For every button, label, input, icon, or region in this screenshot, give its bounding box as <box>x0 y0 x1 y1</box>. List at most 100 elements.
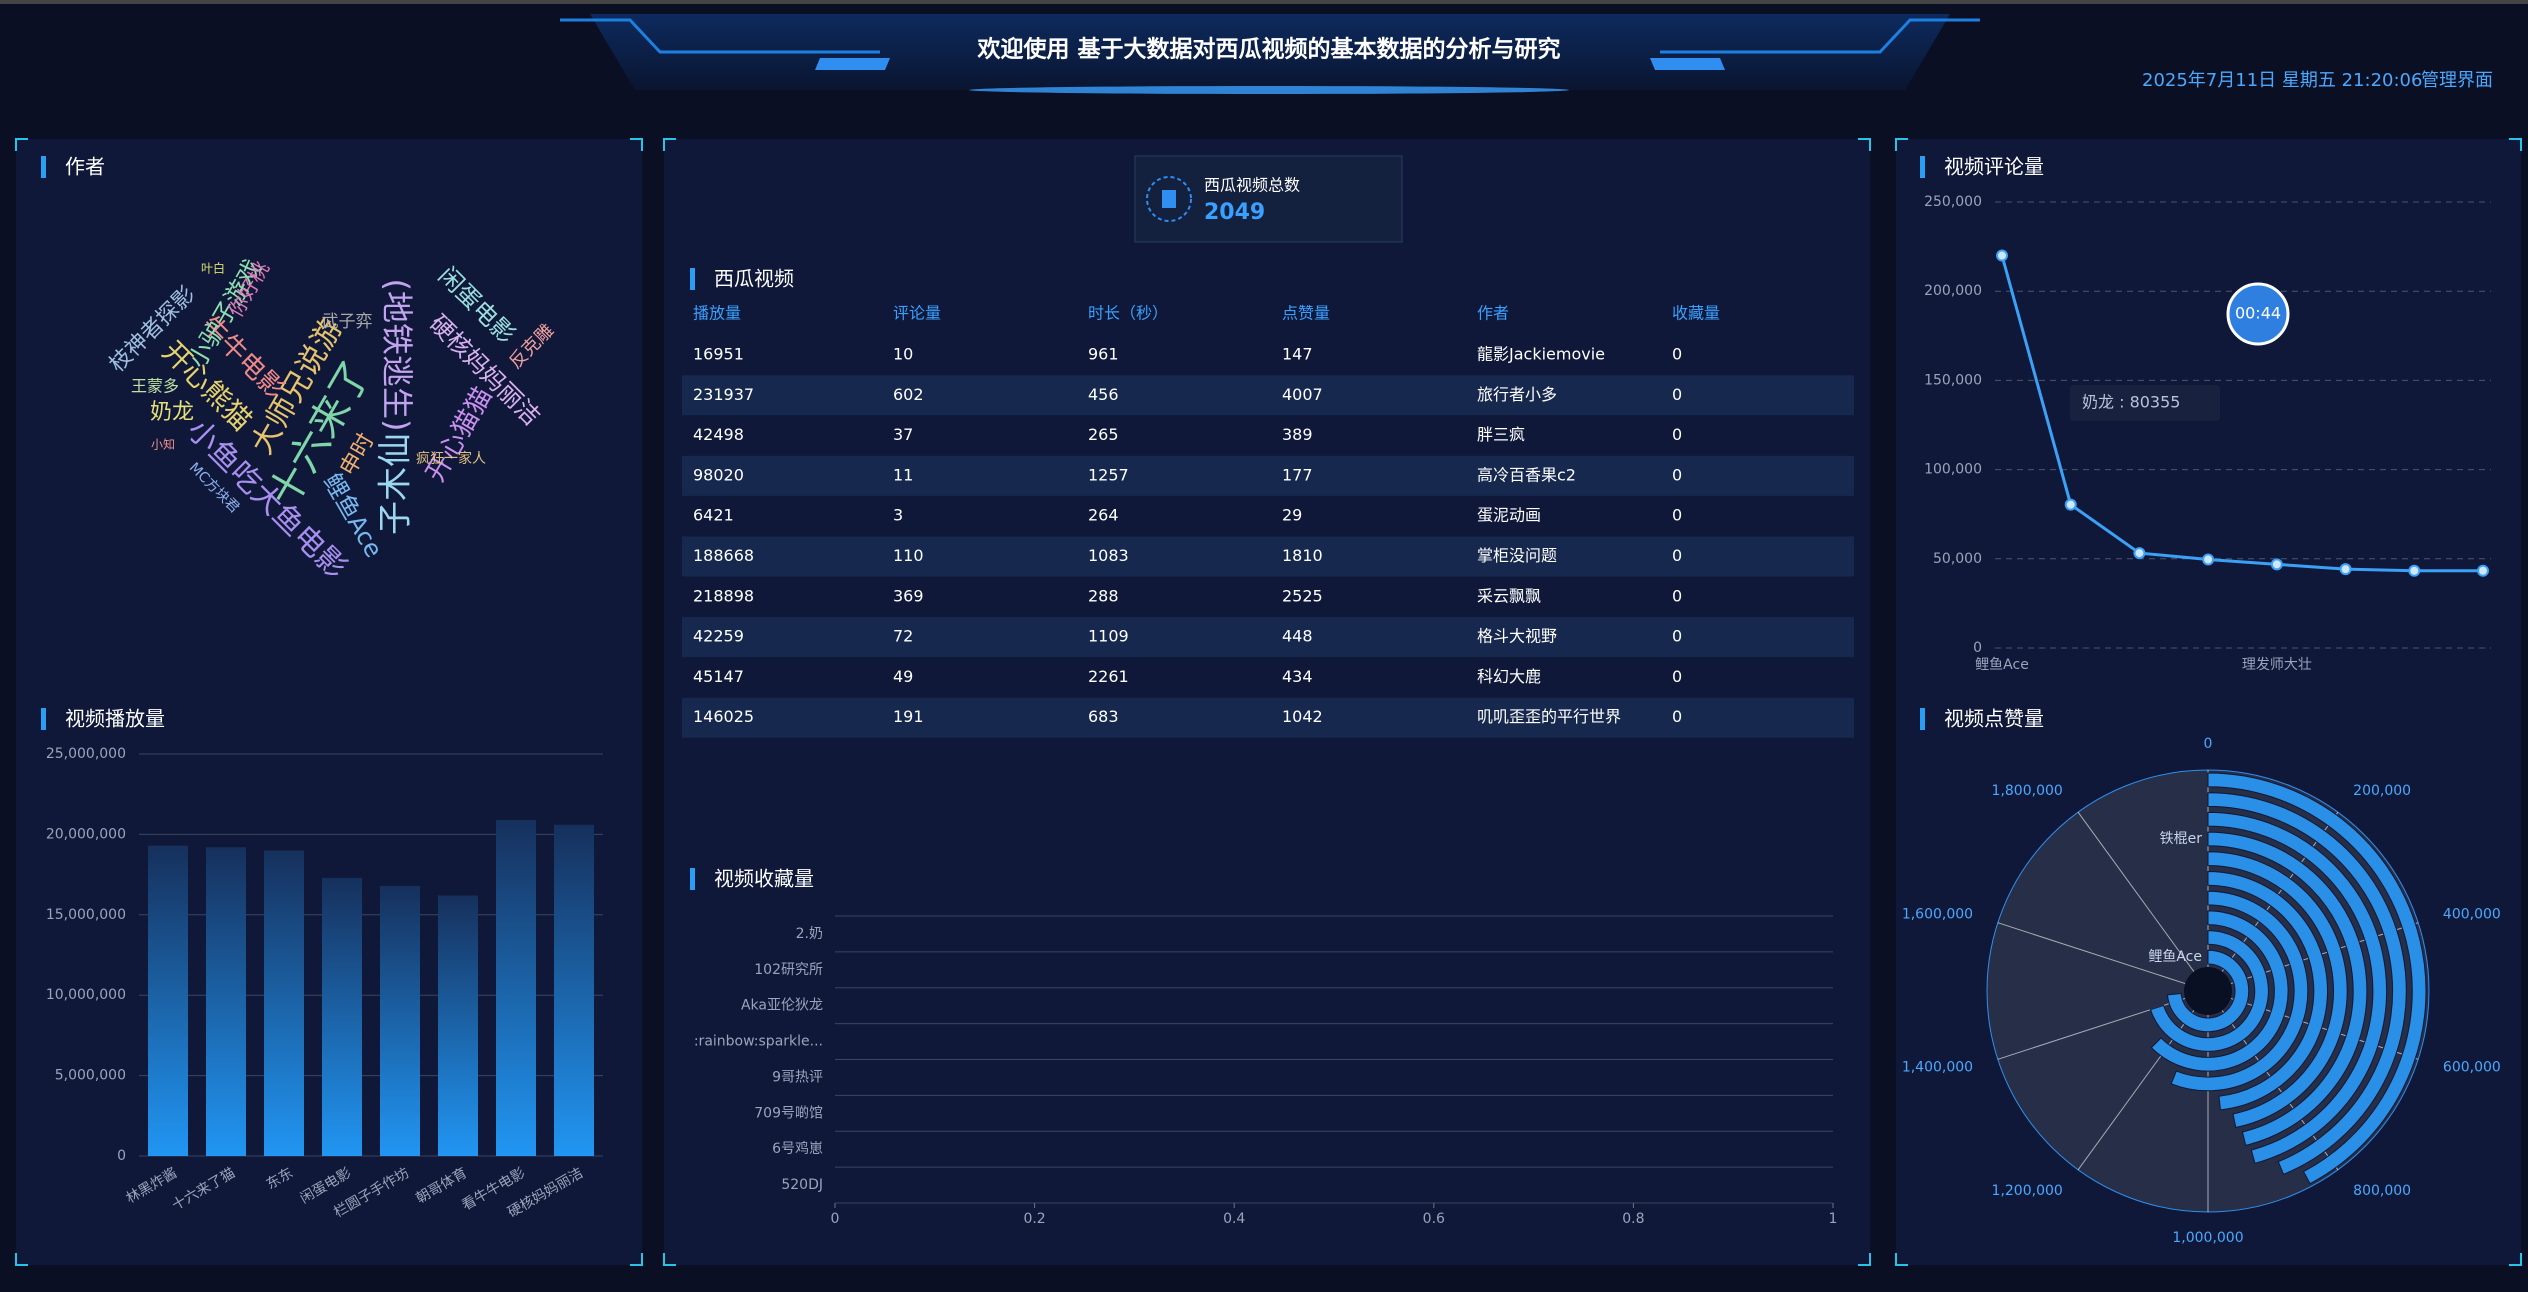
table-cell: 1042 <box>1282 707 1323 726</box>
panel-title: 作者 <box>65 155 105 179</box>
x-tick-label: 理发师大壮 <box>2242 657 2312 673</box>
table-cell: 0 <box>1672 506 1682 525</box>
table-header: 收藏量 <box>1672 304 1720 323</box>
cloud-word: 王蒙多 <box>131 377 179 396</box>
bar <box>264 850 304 1156</box>
header-deco <box>1650 58 1725 70</box>
table-cell: 177 <box>1282 465 1313 484</box>
table-cell: 264 <box>1088 506 1119 525</box>
table-cell: 29 <box>1282 506 1302 525</box>
angle-tick-label: 200,000 <box>2353 783 2411 799</box>
timer-badge <box>2226 282 2290 346</box>
table-header: 播放量 <box>693 304 741 323</box>
x-tick-label: 1 <box>1829 1211 1838 1227</box>
table-cell: 218898 <box>693 586 754 605</box>
point <box>2064 498 2077 511</box>
polar-bar <box>2207 772 2427 1185</box>
y-tick-label: 100,000 <box>1924 462 1982 478</box>
table-cell: 1109 <box>1088 627 1129 646</box>
y-tick-label: 9哥热评 <box>772 1069 823 1085</box>
table-cell: 龍影Jackiemovie <box>1477 345 1605 364</box>
card-label: 西瓜视频总数 <box>1204 176 1300 195</box>
table-header: 作者 <box>1477 304 1509 323</box>
table-cell: 602 <box>893 385 924 404</box>
polar-bar <box>2149 930 2269 1052</box>
table-cell: 10 <box>893 345 913 364</box>
bar <box>380 885 420 1156</box>
y-tick-label: 250,000 <box>1924 194 1982 210</box>
tooltip-box <box>2070 385 2220 421</box>
y-tick-label: 5,000,000 <box>55 1068 126 1084</box>
table-cell: 4007 <box>1282 385 1323 404</box>
table-cell: 434 <box>1282 667 1313 686</box>
table-cell: 11 <box>893 465 913 484</box>
table-row-bg <box>682 455 1854 496</box>
cloud-word: 叶白 <box>201 261 225 276</box>
bar <box>206 847 246 1156</box>
table-cell: 0 <box>1672 465 1682 484</box>
y-tick-label: 150,000 <box>1924 372 1982 388</box>
table-cell: 369 <box>893 586 924 605</box>
table-cell: 146025 <box>693 707 754 726</box>
y-tick-label: 520DJ <box>781 1177 823 1193</box>
table-cell: 147 <box>1282 345 1313 364</box>
table-cell: 0 <box>1672 385 1682 404</box>
header-deco <box>815 58 890 70</box>
point <box>2339 563 2352 576</box>
table-cell: 49 <box>893 667 913 686</box>
polar-bar <box>2207 831 2368 1146</box>
radius-label: 铁棍er <box>2160 831 2203 847</box>
angle-tick-label: 1,800,000 <box>1992 783 2063 799</box>
polar-bar <box>2207 811 2388 1164</box>
card-value: 2049 <box>1204 200 1265 225</box>
datetime: 2025年7月11日 星期五 21:20:06 <box>2142 70 2422 91</box>
y-tick-label: 10,000,000 <box>46 987 126 1003</box>
header-plate <box>590 14 1950 90</box>
table-cell: 1257 <box>1088 465 1129 484</box>
table-cell: 16951 <box>693 345 744 364</box>
total-card <box>1134 155 1403 243</box>
polar-bar <box>2150 910 2289 1072</box>
polar-bar <box>2207 851 2348 1128</box>
x-tick-label: 0.6 <box>1423 1211 1445 1227</box>
table-cell: 1810 <box>1282 546 1323 565</box>
table-cell: 叽叽歪歪的平行世界 <box>1477 707 1621 726</box>
table-cell: 旅行者小多 <box>1477 385 1557 404</box>
table-cell: 3 <box>893 506 903 525</box>
top-edge <box>0 0 2528 4</box>
x-tick-label: 0.8 <box>1622 1211 1644 1227</box>
cloud-word: 小知 <box>151 438 175 452</box>
bar <box>496 819 536 1156</box>
admin-link[interactable]: 管理界面 <box>2421 70 2493 91</box>
table-cell: 45147 <box>693 667 744 686</box>
y-tick-label: 0 <box>1973 640 1982 656</box>
split-line <box>1997 922 2186 985</box>
table-cell: 231937 <box>693 385 754 404</box>
header-line <box>1660 18 1980 54</box>
table-cell: 110 <box>893 546 924 565</box>
angle-tick-label: 600,000 <box>2443 1059 2501 1075</box>
table-cell: 科幻大鹿 <box>1477 667 1541 686</box>
angle-tick-label: 400,000 <box>2443 907 2501 923</box>
table-cell: 蛋泥动画 <box>1477 506 1541 525</box>
y-tick-label: :rainbow:sparkle... <box>694 1034 823 1050</box>
x-tick-label: 0.2 <box>1023 1211 1045 1227</box>
table-cell: 448 <box>1282 627 1313 646</box>
table-row-bg <box>682 536 1854 577</box>
y-tick-label: 15,000,000 <box>46 907 126 923</box>
table-cell: 42259 <box>693 627 744 646</box>
x-tick-label: 0 <box>831 1211 840 1227</box>
point <box>2202 553 2215 566</box>
polar-hole <box>2184 967 2232 1015</box>
page-title: 欢迎使用 基于大数据对西瓜视频的基本数据的分析与研究 <box>976 36 1560 63</box>
panel-title: 西瓜视频 <box>714 267 794 291</box>
point <box>2408 564 2421 577</box>
y-tick-label: 200,000 <box>1924 283 1982 299</box>
cloud-word: 子木仙 <box>376 433 416 535</box>
bar <box>322 877 362 1156</box>
table-cell: 0 <box>1672 546 1682 565</box>
table-cell: 2261 <box>1088 667 1129 686</box>
y-tick-label: 709号啲馆 <box>754 1104 823 1121</box>
table-cell: 高冷百香果c2 <box>1477 465 1576 484</box>
point <box>1996 249 2008 262</box>
